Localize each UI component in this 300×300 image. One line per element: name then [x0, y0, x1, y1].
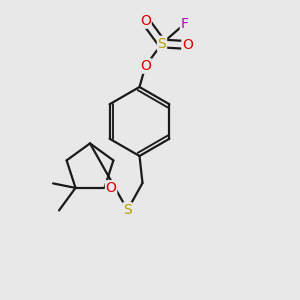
Text: S: S	[158, 37, 166, 50]
Text: S: S	[123, 203, 132, 217]
Text: O: O	[106, 181, 116, 195]
Text: O: O	[182, 38, 193, 52]
Text: F: F	[181, 17, 188, 31]
Text: O: O	[140, 59, 151, 73]
Text: O: O	[140, 14, 151, 28]
